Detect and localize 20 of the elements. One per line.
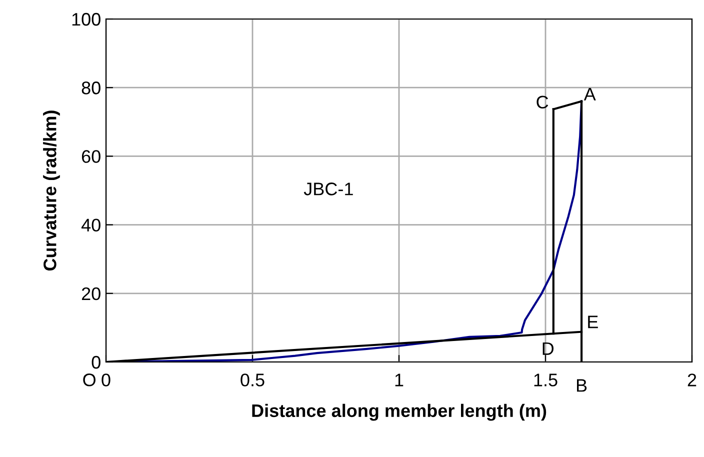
- annotation: A: [584, 88, 596, 100]
- y-tick-label: 80: [82, 82, 100, 94]
- x-axis-title: Distance along member length (m): [252, 404, 546, 421]
- x-tick-label: 0: [102, 374, 110, 386]
- x-tick-label: 1: [395, 374, 404, 386]
- annotation: B: [577, 379, 587, 392]
- y-tick-label: 0: [92, 356, 100, 369]
- y-tick-label: 40: [81, 218, 100, 232]
- annotation: JBC-1: [304, 182, 353, 196]
- x-tick-label: 0.5: [240, 374, 264, 386]
- y-axis-title: Curvature (rad/km): [43, 110, 60, 271]
- annotation: C: [536, 96, 548, 108]
- y-tick-label: 20: [82, 287, 100, 300]
- x-tick-label: 2: [688, 374, 696, 386]
- annotation: O: [83, 374, 96, 386]
- y-tick-label: 60: [82, 150, 100, 163]
- annotation: D: [542, 342, 554, 355]
- annotation: E: [588, 316, 598, 328]
- y-tick-label: 100: [72, 12, 100, 26]
- x-tick-label: 1.5: [534, 374, 558, 386]
